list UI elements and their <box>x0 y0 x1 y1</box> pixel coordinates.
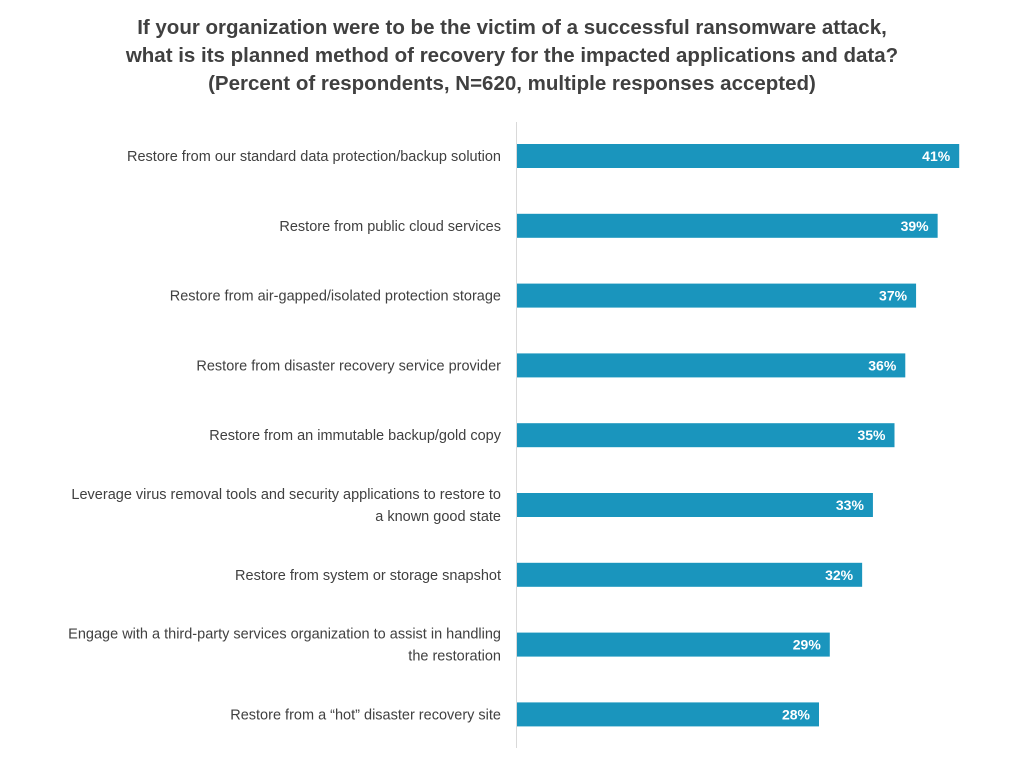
bar-8 <box>517 632 830 657</box>
category-label-6: Leverage virus removal tools and securit… <box>71 487 501 525</box>
category-label-7-line-1: Restore from system or storage snapshot <box>235 568 501 584</box>
category-label-8-line-1: Engage with a third-party services organ… <box>68 627 501 643</box>
category-label-1-line-1: Restore from our standard data protectio… <box>127 149 501 165</box>
bar-value-label-4: 36% <box>868 357 897 373</box>
category-label-5: Restore from an immutable backup/gold co… <box>209 428 502 444</box>
category-label-5-line-1: Restore from an immutable backup/gold co… <box>209 428 502 444</box>
category-label-9: Restore from a “hot” disaster recovery s… <box>230 707 501 723</box>
category-label-8-line-2: the restoration <box>408 649 501 665</box>
category-label-3: Restore from air-gapped/isolated protect… <box>170 289 501 305</box>
category-label-3-line-1: Restore from air-gapped/isolated protect… <box>170 289 501 305</box>
bar-value-label-7: 32% <box>825 567 854 583</box>
bar-value-label-1: 41% <box>922 148 951 164</box>
category-label-2: Restore from public cloud services <box>279 219 501 235</box>
category-label-6-line-2: a known good state <box>375 509 501 525</box>
bar-value-label-2: 39% <box>901 218 930 234</box>
chart-title-line-3: (Percent of respondents, N=620, multiple… <box>208 72 816 95</box>
category-label-1: Restore from our standard data protectio… <box>127 149 501 165</box>
bar-value-label-5: 35% <box>857 427 886 443</box>
category-label-7: Restore from system or storage snapshot <box>235 568 501 584</box>
chart-title-line-2: what is its planned method of recovery f… <box>125 44 899 67</box>
bar-2 <box>517 213 938 238</box>
bars-layer: 41% Restore from our standard data protec… <box>68 144 960 727</box>
bar-3 <box>517 283 917 308</box>
category-label-9-line-1: Restore from a “hot” disaster recovery s… <box>230 707 501 723</box>
category-label-4-line-1: Restore from disaster recovery service p… <box>196 358 501 374</box>
bar-value-label-9: 28% <box>782 706 811 722</box>
category-label-6-line-1: Leverage virus removal tools and securit… <box>71 487 501 503</box>
bar-4 <box>517 353 906 378</box>
bar-6 <box>517 493 873 517</box>
bar-value-label-6: 33% <box>836 497 865 513</box>
category-label-8: Engage with a third-party services organ… <box>68 627 501 665</box>
bar-1 <box>517 144 960 168</box>
bar-value-label-8: 29% <box>793 637 822 653</box>
bar-7 <box>517 562 863 587</box>
chart-title: If your organization were to be the vict… <box>0 14 1024 98</box>
bar-value-label-3: 37% <box>879 288 908 304</box>
category-label-4: Restore from disaster recovery service p… <box>196 358 501 374</box>
bar-5 <box>517 423 895 448</box>
bar-9 <box>517 702 819 727</box>
category-label-2-line-1: Restore from public cloud services <box>279 219 501 235</box>
chart-title-line-1: If your organization were to be the vict… <box>137 16 887 39</box>
